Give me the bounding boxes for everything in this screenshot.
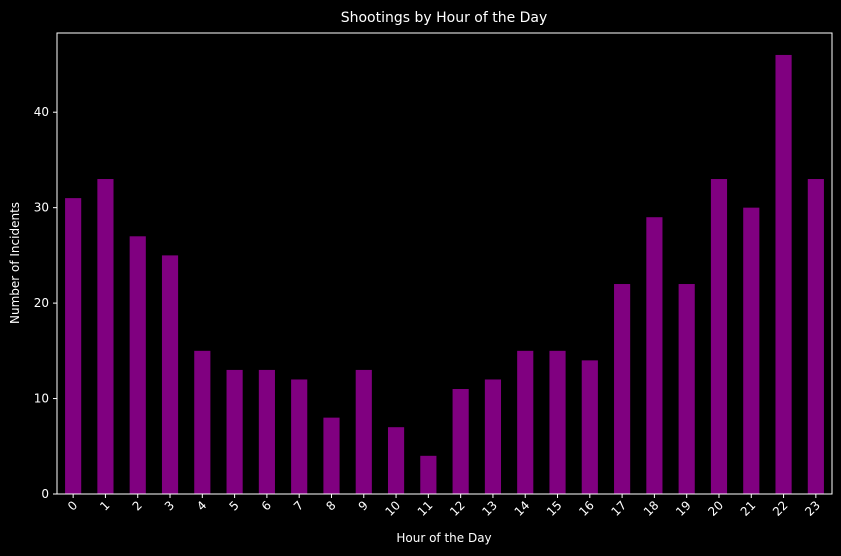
bar-hour-19 [678, 284, 695, 494]
bar-hour-8 [323, 417, 340, 494]
bar-hour-15 [549, 350, 566, 494]
bar-hour-13 [484, 379, 502, 494]
bar-hour-20 [710, 179, 728, 494]
bar-hour-10 [387, 427, 405, 494]
y-axis-ticks: 0 10 20 30 40 [34, 105, 57, 501]
y-tick-label: 40 [34, 105, 49, 119]
y-tick-label: 30 [34, 201, 49, 215]
bar-hour-11 [420, 455, 437, 494]
bar-hour-21 [743, 207, 760, 494]
bar-hour-16 [581, 360, 598, 494]
bar-hour-9 [355, 369, 372, 494]
bar-hour-18 [646, 217, 663, 494]
plot-frame [56, 32, 833, 495]
bar-hour-6 [258, 369, 275, 494]
bar-hour-22 [775, 54, 792, 494]
bar-hour-3 [161, 255, 179, 494]
bar-hour-0 [65, 198, 82, 494]
y-tick-label: 20 [34, 296, 49, 310]
y-axis-label: Number of Incidents [8, 202, 22, 324]
y-tick-label: 0 [41, 487, 49, 501]
bar-hour-17 [614, 284, 631, 494]
y-tick-label: 10 [34, 392, 49, 406]
bar-hour-12 [452, 389, 469, 494]
x-axis-label: Hour of the Day [396, 531, 491, 545]
bar-hour-14 [517, 350, 534, 494]
bar-hour-4 [194, 350, 211, 494]
bar-hour-1 [97, 179, 114, 494]
chart-title: Shootings by Hour of the Day [341, 10, 548, 26]
bars-layer [65, 54, 824, 495]
bar-hour-5 [226, 369, 243, 494]
bar-hour-2 [129, 236, 146, 495]
bar-hour-23 [807, 179, 824, 494]
axes-layer [56, 32, 833, 495]
bar-hour-7 [291, 379, 308, 494]
